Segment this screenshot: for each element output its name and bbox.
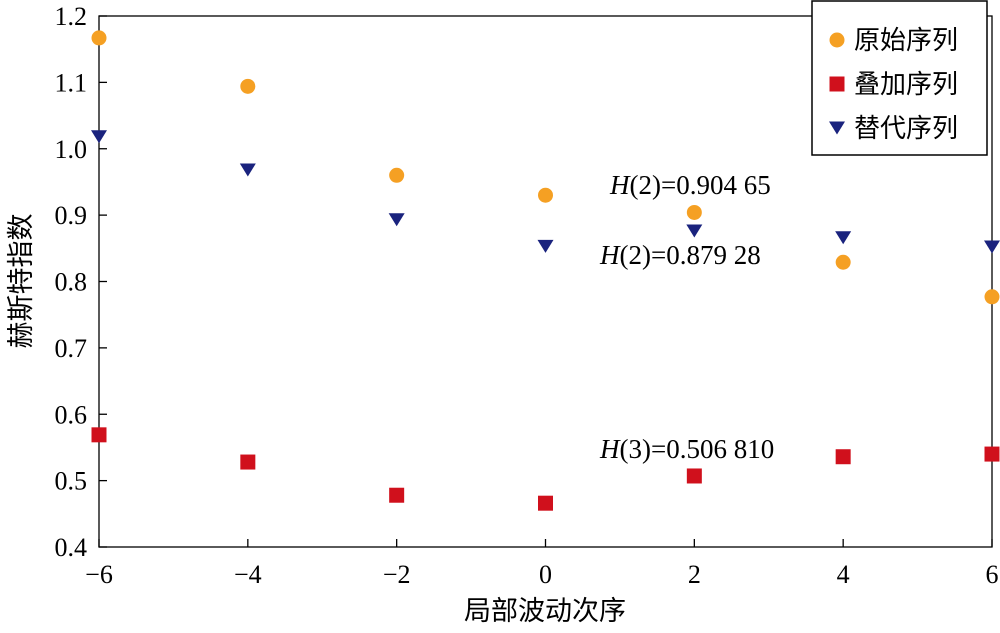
y-tick-label: 1.1 <box>55 68 88 97</box>
annotations: H(2)=0.904 65 H(2)=0.879 28 H(3)=0.506 810 <box>599 170 774 464</box>
y-axis: 0.4 0.5 0.6 0.7 0.8 0.9 1.0 1.1 1.2 <box>55 2 107 562</box>
legend-marker-circle <box>829 32 845 48</box>
y-tick-label: 0.5 <box>55 467 88 496</box>
data-point-triangle-down <box>835 231 852 245</box>
data-point-triangle-down <box>91 130 107 144</box>
x-tick-label: −2 <box>383 560 411 589</box>
y-tick-label: 0.4 <box>55 533 88 562</box>
data-point-circle <box>91 30 107 46</box>
data-point-square <box>389 487 405 503</box>
x-tick-label: 2 <box>688 560 701 589</box>
x-tick-label: 0 <box>539 560 552 589</box>
data-point-circle <box>686 204 702 220</box>
y-tick-label: 0.9 <box>55 201 88 230</box>
data-point-triangle-down <box>537 239 554 253</box>
x-tick-label: −4 <box>234 560 262 589</box>
data-point-triangle-down <box>686 224 703 238</box>
data-point-triangle-down <box>388 213 405 227</box>
x-tick-label: 6 <box>986 560 999 589</box>
data-point-square <box>835 449 851 465</box>
data-point-square <box>984 446 1000 462</box>
x-axis: −6 −4 −2 0 2 4 6 <box>85 539 999 589</box>
data-point-circle <box>538 187 553 203</box>
annotation-label: H(2)=0.904 65 <box>609 170 771 200</box>
data-point-square <box>538 495 553 511</box>
legend-label: 原始序列 <box>854 26 958 56</box>
data-point-circle <box>984 289 1000 305</box>
x-tick-label: −6 <box>85 560 113 589</box>
legend-label: 替代序列 <box>854 114 958 144</box>
data-markers <box>91 30 1000 511</box>
data-point-circle <box>835 254 851 270</box>
annotation-label: H(2)=0.879 28 <box>599 240 761 270</box>
x-axis-title: 局部波动次序 <box>464 596 626 627</box>
legend-marker-square <box>829 76 845 92</box>
data-point-square <box>91 427 107 443</box>
y-tick-label: 0.7 <box>55 334 88 363</box>
annotation-label: H(3)=0.506 810 <box>599 434 774 464</box>
data-point-triangle-down <box>239 163 256 177</box>
data-point-square <box>240 454 256 470</box>
y-axis-title: 赫斯特指数 <box>6 214 37 349</box>
legend-marker-triangle-down <box>829 121 845 135</box>
data-point-circle <box>240 78 256 94</box>
y-tick-label: 0.6 <box>55 400 88 429</box>
x-tick-label: 4 <box>837 560 850 589</box>
y-tick-label: 1.0 <box>55 135 88 164</box>
data-point-circle <box>389 167 405 183</box>
data-point-triangle-down <box>984 240 1000 254</box>
y-tick-label: 1.2 <box>55 2 88 31</box>
data-point-square <box>686 468 702 484</box>
y-tick-label: 0.8 <box>55 268 88 297</box>
legend-label: 叠加序列 <box>854 70 958 100</box>
